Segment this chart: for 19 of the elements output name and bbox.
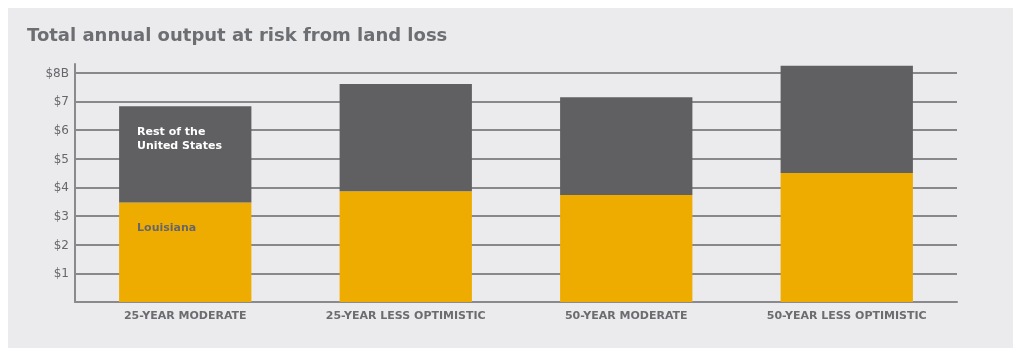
text: $7 <box>53 94 69 109</box>
bar <box>560 195 693 302</box>
text: $2 <box>53 237 69 252</box>
chart-title: Total annual output at risk from land loss <box>27 23 448 45</box>
text: $4 <box>53 180 69 195</box>
text: $5 <box>53 151 69 166</box>
bar <box>339 191 472 302</box>
bar <box>119 202 252 302</box>
text: $1 <box>53 266 69 281</box>
series-label: Louisiana <box>137 221 197 234</box>
x-tick-label: 25-YEAR LESS OPTIMISTIC <box>325 309 486 322</box>
bar <box>780 172 913 302</box>
x-tick-label: 50-YEAR LESS OPTIMISTIC <box>766 309 927 322</box>
series-label: Rest of the United States <box>137 124 223 152</box>
y-tick-label: $8B <box>45 65 69 80</box>
text: $6 <box>53 122 69 137</box>
x-tick-label: 50-YEAR MODERATE <box>564 309 688 322</box>
text: $3 <box>53 208 69 223</box>
x-tick-label: 25-YEAR MODERATE <box>123 309 247 322</box>
